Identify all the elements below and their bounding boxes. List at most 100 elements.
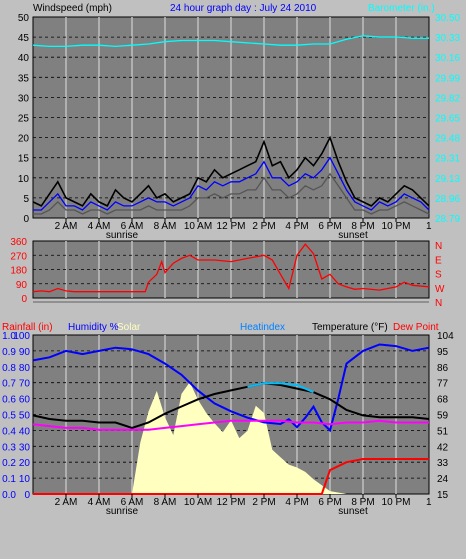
x-end-tick-label: 1 (426, 221, 432, 232)
barometer-tick-label: 30.33 (435, 33, 460, 44)
wind-tick-label: 45 (18, 33, 30, 44)
solar-area (33, 382, 429, 494)
rain-tick-label: 0.4 (2, 426, 16, 437)
wind-tick-label: 20 (18, 134, 30, 145)
temperature-tick-label: 24 (437, 474, 449, 485)
barometer-ylabel: Barometer (in.) (368, 3, 435, 14)
temperature-tick-label: 86 (437, 363, 449, 374)
sunset-label: sunset (338, 506, 368, 517)
heatindex-line (247, 382, 314, 394)
wind-tick-label: 15 (18, 154, 30, 165)
x-tick-label: 4 AM (88, 497, 111, 508)
x-tick-label: 12 PM (217, 221, 246, 232)
humidity-ylabel: Humidity % (68, 322, 119, 333)
rainfall-ylabel: Rainfall (in) (2, 322, 53, 333)
temperature-label: Temperature (°F) (312, 322, 388, 333)
rainfall-line (33, 458, 429, 495)
rain-tick-label: 0.1 (2, 474, 16, 485)
rain-tick-label: 0.2 (2, 458, 16, 469)
temperature-tick-label: 42 (437, 442, 449, 453)
wind-tick-label: 40 (18, 53, 30, 64)
humidity-tick-label: 0 (24, 490, 30, 501)
wind-tick-label: 5 (23, 194, 29, 205)
compass-label: S (435, 270, 442, 281)
barometer-tick-label: 29.82 (435, 93, 460, 104)
x-tick-label: 8 PM (351, 221, 374, 232)
barometer-tick-label: 30.50 (435, 13, 460, 24)
sunrise-label: sunrise (106, 506, 139, 517)
temperature-tick-label: 15 (437, 490, 449, 501)
temperature-tick-label: 33 (437, 458, 449, 469)
humidity-tick-label: 30 (19, 442, 31, 453)
humidity-tick-label: 60 (19, 395, 31, 406)
wind-tick-label: 35 (18, 73, 30, 84)
humidity-tick-label: 20 (19, 458, 31, 469)
wind-tick-label: 10 (18, 174, 30, 185)
rain-tick-label: 0.5 (2, 411, 16, 422)
direction-tick-label: 180 (10, 266, 27, 277)
sunrise-label: sunrise (106, 230, 139, 241)
x-tick-label: 2 AM (55, 497, 78, 508)
humidity-tick-label: 10 (19, 474, 31, 485)
x-tick-label: 2 PM (252, 497, 275, 508)
compass-label: E (435, 255, 442, 266)
compass-label: W (435, 284, 445, 295)
x-tick-label: 2 PM (252, 221, 275, 232)
temperature-tick-label: 77 (437, 379, 449, 390)
rain-tick-label: 0.6 (2, 395, 16, 406)
direction-tick-label: 0 (21, 294, 27, 305)
x-tick-label: 6 AM (121, 497, 144, 508)
rain-tick-label: 0.8 (2, 363, 16, 374)
barometer-tick-label: 29.13 (435, 174, 460, 185)
wind-ylabel: Windspeed (mph) (33, 3, 112, 14)
sunset-label: sunset (338, 230, 368, 241)
humidity-tick-label: 50 (19, 411, 31, 422)
x-tick-label: 6 PM (318, 221, 341, 232)
wind-series-line-2 (33, 172, 430, 215)
compass-label: N (435, 298, 442, 309)
dewpoint-line (32, 419, 429, 431)
humidity-tick-label: 40 (19, 426, 31, 437)
x-tick-label: 10 PM (382, 497, 411, 508)
barometer-tick-label: 28.79 (435, 214, 460, 225)
x-tick-label: 6 PM (318, 497, 341, 508)
x-tick-label: 2 AM (55, 221, 78, 232)
rain-tick-label: 0.9 (2, 347, 16, 358)
temperature-tick-label: 95 (437, 347, 449, 358)
humidity-tick-label: 100 (13, 331, 30, 342)
barometer-tick-label: 30.16 (435, 53, 460, 64)
humidity-line (32, 343, 430, 433)
temperature-tick-label: 104 (437, 331, 454, 342)
direction-tick-label: 270 (10, 251, 27, 262)
rain-tick-label: 0.7 (2, 379, 16, 390)
x-tick-label: 12 PM (217, 497, 246, 508)
x-tick-label: 4 PM (285, 497, 308, 508)
wind-series-line-0 (32, 135, 430, 207)
x-tick-label: 8 AM (154, 497, 177, 508)
wind-direction-line (32, 243, 430, 293)
rain-tick-label: 1.0 (2, 331, 16, 342)
x-tick-label: 6 AM (121, 221, 144, 232)
solar-ylabel: Solar (117, 322, 141, 333)
x-tick-label: 4 PM (285, 221, 308, 232)
chart-layer: 0510152025303540455028.7928.9629.1329.31… (2, 13, 460, 517)
compass-label: N (435, 241, 442, 252)
humidity-tick-label: 90 (19, 347, 31, 358)
x-tick-label: 4 AM (88, 221, 111, 232)
x-tick-label: 10 AM (184, 221, 212, 232)
temperature-tick-label: 51 (437, 426, 449, 437)
wind-tick-label: 30 (18, 93, 30, 104)
barometer-tick-label: 29.31 (435, 154, 460, 165)
barometer-tick-label: 29.99 (435, 73, 460, 84)
temperature-tick-label: 59 (437, 411, 449, 422)
direction-tick-label: 90 (16, 280, 28, 291)
temperature-line (32, 382, 430, 429)
temperature-tick-label: 68 (437, 395, 449, 406)
humidity-tick-label: 80 (19, 363, 31, 374)
x-end-tick-label: 1 (426, 497, 432, 508)
wind-series-line-1 (33, 156, 430, 211)
barometer-tick-label: 29.48 (435, 134, 460, 145)
barometer-tick-label: 29.65 (435, 114, 460, 125)
